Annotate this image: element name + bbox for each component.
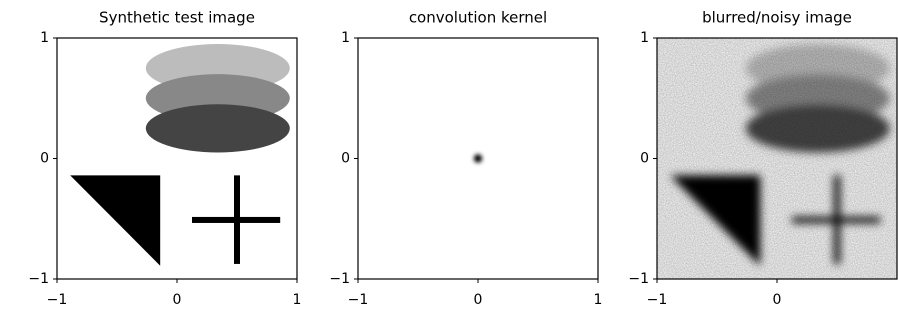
chart-title: Synthetic test image [99,9,255,27]
x-tick-label: 0 [474,292,483,308]
kernel-image [358,38,598,279]
y-tick-label: 0 [40,151,49,167]
x-tick-label: −1 [647,292,668,308]
x-tick-label: 1 [594,292,603,308]
y-tick-label: 1 [40,30,49,46]
y-tick-label: 0 [341,151,350,167]
y-tick-label: 1 [640,30,649,46]
y-tick-label: −1 [329,271,350,287]
x-tick-label: 1 [293,292,302,308]
y-tick-label: −1 [28,271,49,287]
y-tick-label: 0 [640,151,649,167]
x-tick-label: 0 [173,292,182,308]
figure: Synthetic test image −1 0 1 −1 0 1 convolution … [0,0,898,316]
image [57,38,297,279]
x-tick-label: −1 [47,292,68,308]
chart-title: convolution kernel [409,9,547,27]
chart-title: blurred/noisy image [702,9,852,27]
x-tick-label: 0 [773,292,782,308]
y-tick-label: −1 [628,271,649,287]
y-tick-label: 1 [341,30,350,46]
blurred-image [657,38,897,279]
x-tick-label: −1 [348,292,369,308]
